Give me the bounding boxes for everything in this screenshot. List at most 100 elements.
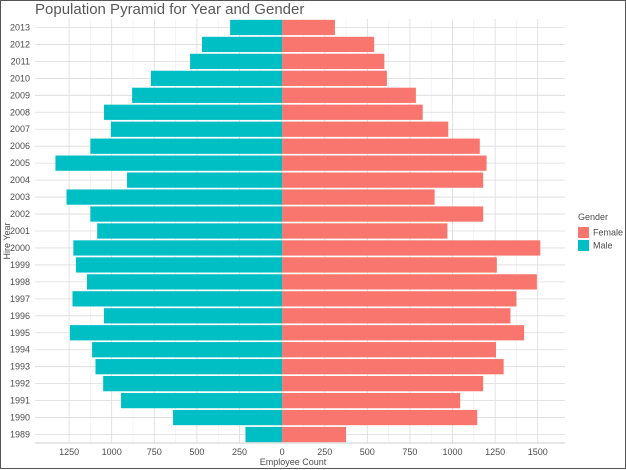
bar-male-2004 [127,172,283,188]
bar-female-1996 [282,308,511,324]
bar-male-1995 [69,325,283,341]
x-tick-label: 1000 [443,447,463,457]
bar-male-1989 [245,426,283,443]
bar-female-1990 [282,409,478,426]
y-tick-label: 1989 [10,430,30,440]
y-tick-label: 1990 [10,413,30,423]
bar-male-2009 [132,87,283,103]
x-tick-label: 1500 [528,447,548,457]
bar-male-1993 [95,359,283,375]
bar-female-2002 [282,206,484,222]
legend-key-female [578,227,589,238]
bar-female-2001 [282,223,448,239]
bar-female-2008 [282,104,423,120]
bar-male-1991 [121,392,283,409]
bar-male-1997 [72,291,283,307]
bar-male-2012 [202,36,283,53]
bar-male-2008 [104,104,283,120]
x-tick-label: 1250 [485,447,505,457]
bar-female-1994 [282,342,496,358]
y-tick-label: 2013 [10,22,30,32]
bar-male-2002 [90,206,283,222]
bar-female-1997 [282,291,517,307]
y-tick-label: 2002 [10,209,30,219]
x-tick-label: 250 [317,447,332,457]
y-tick-label: 2000 [10,243,30,253]
bar-male-2006 [90,138,283,154]
y-tick-labels: 1989 1990 1991 1992 1993 1994 1995 1996 1997 1998… [10,22,30,439]
y-tick-label: 2003 [10,192,30,202]
y-tick-label: 1997 [10,294,30,304]
y-tick-label: 1991 [10,396,30,406]
y-tick-label: 1993 [10,362,30,372]
bar-female-2011 [282,53,385,70]
bar-female-2010 [282,70,387,86]
bar-male-1999 [75,257,283,273]
legend-label-male: Male [593,241,613,251]
y-tick-label: 2004 [10,175,30,185]
bar-male-2005 [55,155,283,171]
bar-male-2011 [190,53,283,70]
bar-female-2006 [282,138,480,154]
y-tick-label: 1998 [10,277,30,287]
legend: Gender Female Male [578,212,623,251]
bar-female-2009 [282,87,416,103]
bar-male-1996 [104,308,283,324]
bar-female-2013 [282,19,335,36]
bar-female-2012 [282,36,375,53]
y-tick-label: 2011 [11,56,30,66]
y-tick-label: 2008 [10,107,30,117]
x-tick-label: 250 [232,447,247,457]
bar-female-1999 [282,257,497,273]
bar-female-2004 [282,172,484,188]
y-tick-label: 1994 [10,345,30,355]
bar-female-2005 [282,155,487,171]
x-tick-label: 500 [189,447,204,457]
y-tick-label: 1992 [10,379,30,389]
y-tick-label: 1996 [10,311,30,321]
x-tick-label: 1250 [59,447,79,457]
chart-title: Population Pyramid for Year and Gender [35,1,304,18]
legend-label-female: Female [593,228,623,238]
bar-male-2001 [97,223,283,239]
bar-female-1992 [282,376,484,392]
bar-male-2013 [230,19,283,36]
bar-female-1989 [282,426,347,443]
x-tick-label: 750 [147,447,162,457]
x-tick-label: 1000 [102,447,122,457]
y-tick-label: 2006 [10,141,30,151]
bar-male-2010 [150,70,283,86]
bar-female-1995 [282,325,525,341]
y-tick-label: 1995 [10,328,30,338]
y-tick-label: 2010 [10,73,30,83]
bar-male-1994 [92,342,283,358]
y-tick-label: 1999 [10,260,30,270]
bars [55,19,541,443]
bar-female-2007 [282,121,449,137]
y-tick-label: 2007 [10,124,30,134]
legend-key-male [578,240,589,251]
bar-male-1992 [103,376,283,392]
bar-female-1991 [282,392,461,409]
bar-female-1998 [282,274,537,290]
x-axis-label: Employee Count [260,457,327,467]
bar-female-2003 [282,189,435,205]
bar-female-1993 [282,359,504,375]
x-tick-label: 750 [402,447,417,457]
y-tick-label: 2001 [10,226,30,236]
bar-male-2000 [73,240,283,256]
x-tick-labels: 1250 1000 750 500 250 0 250 500 750 1000 1250 1500 [59,447,548,457]
x-tick-label: 0 [280,447,285,457]
y-tick-label: 2005 [10,158,30,168]
bar-male-2003 [66,189,283,205]
y-axis-label: Hire Year [2,222,12,259]
x-tick-label: 500 [360,447,375,457]
bar-male-1990 [173,409,283,426]
legend-title: Gender [578,212,608,222]
y-tick-label: 2012 [10,39,30,49]
bar-male-1998 [86,274,283,290]
bar-male-2007 [110,121,283,137]
bar-female-2000 [282,240,541,256]
